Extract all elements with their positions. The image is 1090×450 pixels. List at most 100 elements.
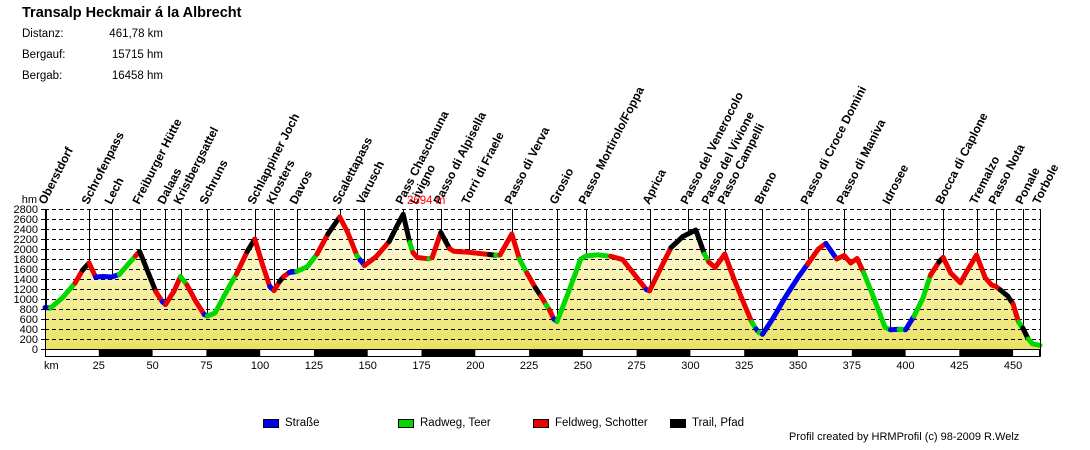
profile-segment (823, 241, 840, 262)
profile-segment (834, 253, 867, 275)
scale-bar (45, 349, 1040, 357)
svg-text:1400: 1400 (14, 274, 38, 286)
stat-distance-label: Distanz: (22, 28, 64, 40)
profile-segment (137, 249, 159, 294)
profile-segment (325, 214, 343, 237)
gravel-color-swatch (533, 418, 549, 428)
profile-segment (608, 253, 649, 292)
legend-item-feldweg: Feldweg, Schotter (533, 417, 648, 429)
profile-segment (410, 250, 432, 262)
max-elevation-annotation: 2694 m (407, 195, 446, 207)
svg-text:325: 325 (735, 360, 753, 372)
profile-segment (1025, 336, 1043, 348)
stat-ascent-value: 15715 hm (111, 49, 163, 61)
svg-text:1800: 1800 (14, 254, 38, 266)
x-axis-labels: 25 50 75 100 125 150 175 200 225 250 275 300 325 350 3… (44, 360, 1022, 372)
route-stats: Distanz: 461,78 km Bergauf: 15715 hm Ber… (22, 28, 163, 91)
svg-text:25: 25 (93, 360, 105, 372)
svg-text:425: 425 (950, 360, 968, 372)
svg-text:450: 450 (1004, 360, 1022, 372)
profile-segment (668, 227, 707, 257)
profile-segment (903, 313, 917, 333)
legend-item-radweg: Radweg, Teer (398, 417, 491, 429)
svg-text:2600: 2600 (14, 214, 38, 226)
profile-segment (554, 252, 614, 324)
stat-distance: Distanz: 461,78 km (22, 28, 163, 49)
svg-text:km: km (44, 360, 59, 372)
credit-text: Profil created by HRMProfil (c) 98-2009 … (789, 431, 1020, 443)
road-color-swatch (263, 418, 279, 428)
stat-descent: Bergab: 16458 hm (22, 70, 163, 91)
svg-text:250: 250 (574, 360, 592, 372)
profile-segment (447, 246, 492, 257)
svg-text:400: 400 (896, 360, 914, 372)
legend-label: Radweg, Teer (420, 417, 491, 429)
profile-segment (706, 251, 755, 325)
svg-text:1000: 1000 (14, 294, 38, 306)
profile-segment (760, 261, 811, 337)
profile-line (42, 211, 1043, 348)
profile-segment (861, 270, 893, 333)
svg-text:hm: hm (22, 194, 37, 206)
svg-text:1200: 1200 (14, 284, 38, 296)
profile-segment (497, 231, 522, 262)
profile-segment (927, 259, 942, 278)
svg-text:600: 600 (20, 314, 38, 326)
stat-ascent-label: Bergauf: (22, 49, 66, 61)
svg-text:225: 225 (520, 360, 538, 372)
profile-segment (184, 282, 207, 317)
profile-segment (940, 252, 1003, 293)
svg-text:75: 75 (200, 360, 212, 372)
profile-segment (997, 287, 1016, 307)
svg-text:100: 100 (251, 360, 269, 372)
profile-segment (386, 211, 413, 245)
profile-segment (429, 230, 444, 260)
svg-text:375: 375 (843, 360, 861, 372)
profile-segment (86, 260, 99, 280)
legend-item-trail: Trail, Pfad (670, 417, 744, 429)
svg-text:150: 150 (359, 360, 377, 372)
profile-segment (234, 249, 250, 277)
svg-text:200: 200 (466, 360, 484, 372)
profile-segment (252, 236, 273, 289)
svg-text:0: 0 (32, 344, 38, 356)
svg-text:350: 350 (789, 360, 807, 372)
profile-segment (524, 270, 538, 291)
svg-text:300: 300 (681, 360, 699, 372)
profile-segment (204, 271, 239, 319)
svg-text:2200: 2200 (14, 234, 38, 246)
profile-segment (47, 280, 78, 311)
profile-segment (93, 272, 122, 280)
profile-segment (72, 267, 86, 286)
cycleway-color-swatch (398, 418, 414, 428)
y-axis-labels: 0200400600800100012001400160018002000220… (14, 194, 49, 356)
profile-segment (337, 214, 360, 258)
profile-segment (516, 256, 530, 276)
stat-descent-label: Bergab: (22, 70, 63, 82)
profile-segment (163, 274, 183, 307)
gridlines (45, 209, 1040, 340)
svg-text:1600: 1600 (14, 264, 38, 276)
legend-label: Feldweg, Schotter (555, 417, 648, 429)
svg-text:175: 175 (412, 360, 430, 372)
trail-color-swatch (670, 418, 686, 428)
legend-label: Straße (285, 417, 320, 429)
fill-area (45, 214, 1040, 349)
svg-text:50: 50 (146, 360, 158, 372)
stat-distance-value: 461,78 km (109, 28, 163, 40)
profile-segment (438, 230, 452, 251)
svg-text:400: 400 (20, 324, 38, 336)
svg-text:2400: 2400 (14, 224, 38, 236)
profile-segment (647, 245, 674, 294)
profile-segment (116, 253, 138, 277)
svg-text:2000: 2000 (14, 244, 38, 256)
profile-segment (911, 273, 933, 319)
profile-segment (294, 251, 320, 274)
stat-descent-value: 16458 hm (111, 70, 163, 82)
profile-segment (362, 239, 392, 268)
leader-lines (46, 209, 1041, 344)
svg-text:275: 275 (627, 360, 645, 372)
svg-text:200: 200 (20, 334, 38, 346)
